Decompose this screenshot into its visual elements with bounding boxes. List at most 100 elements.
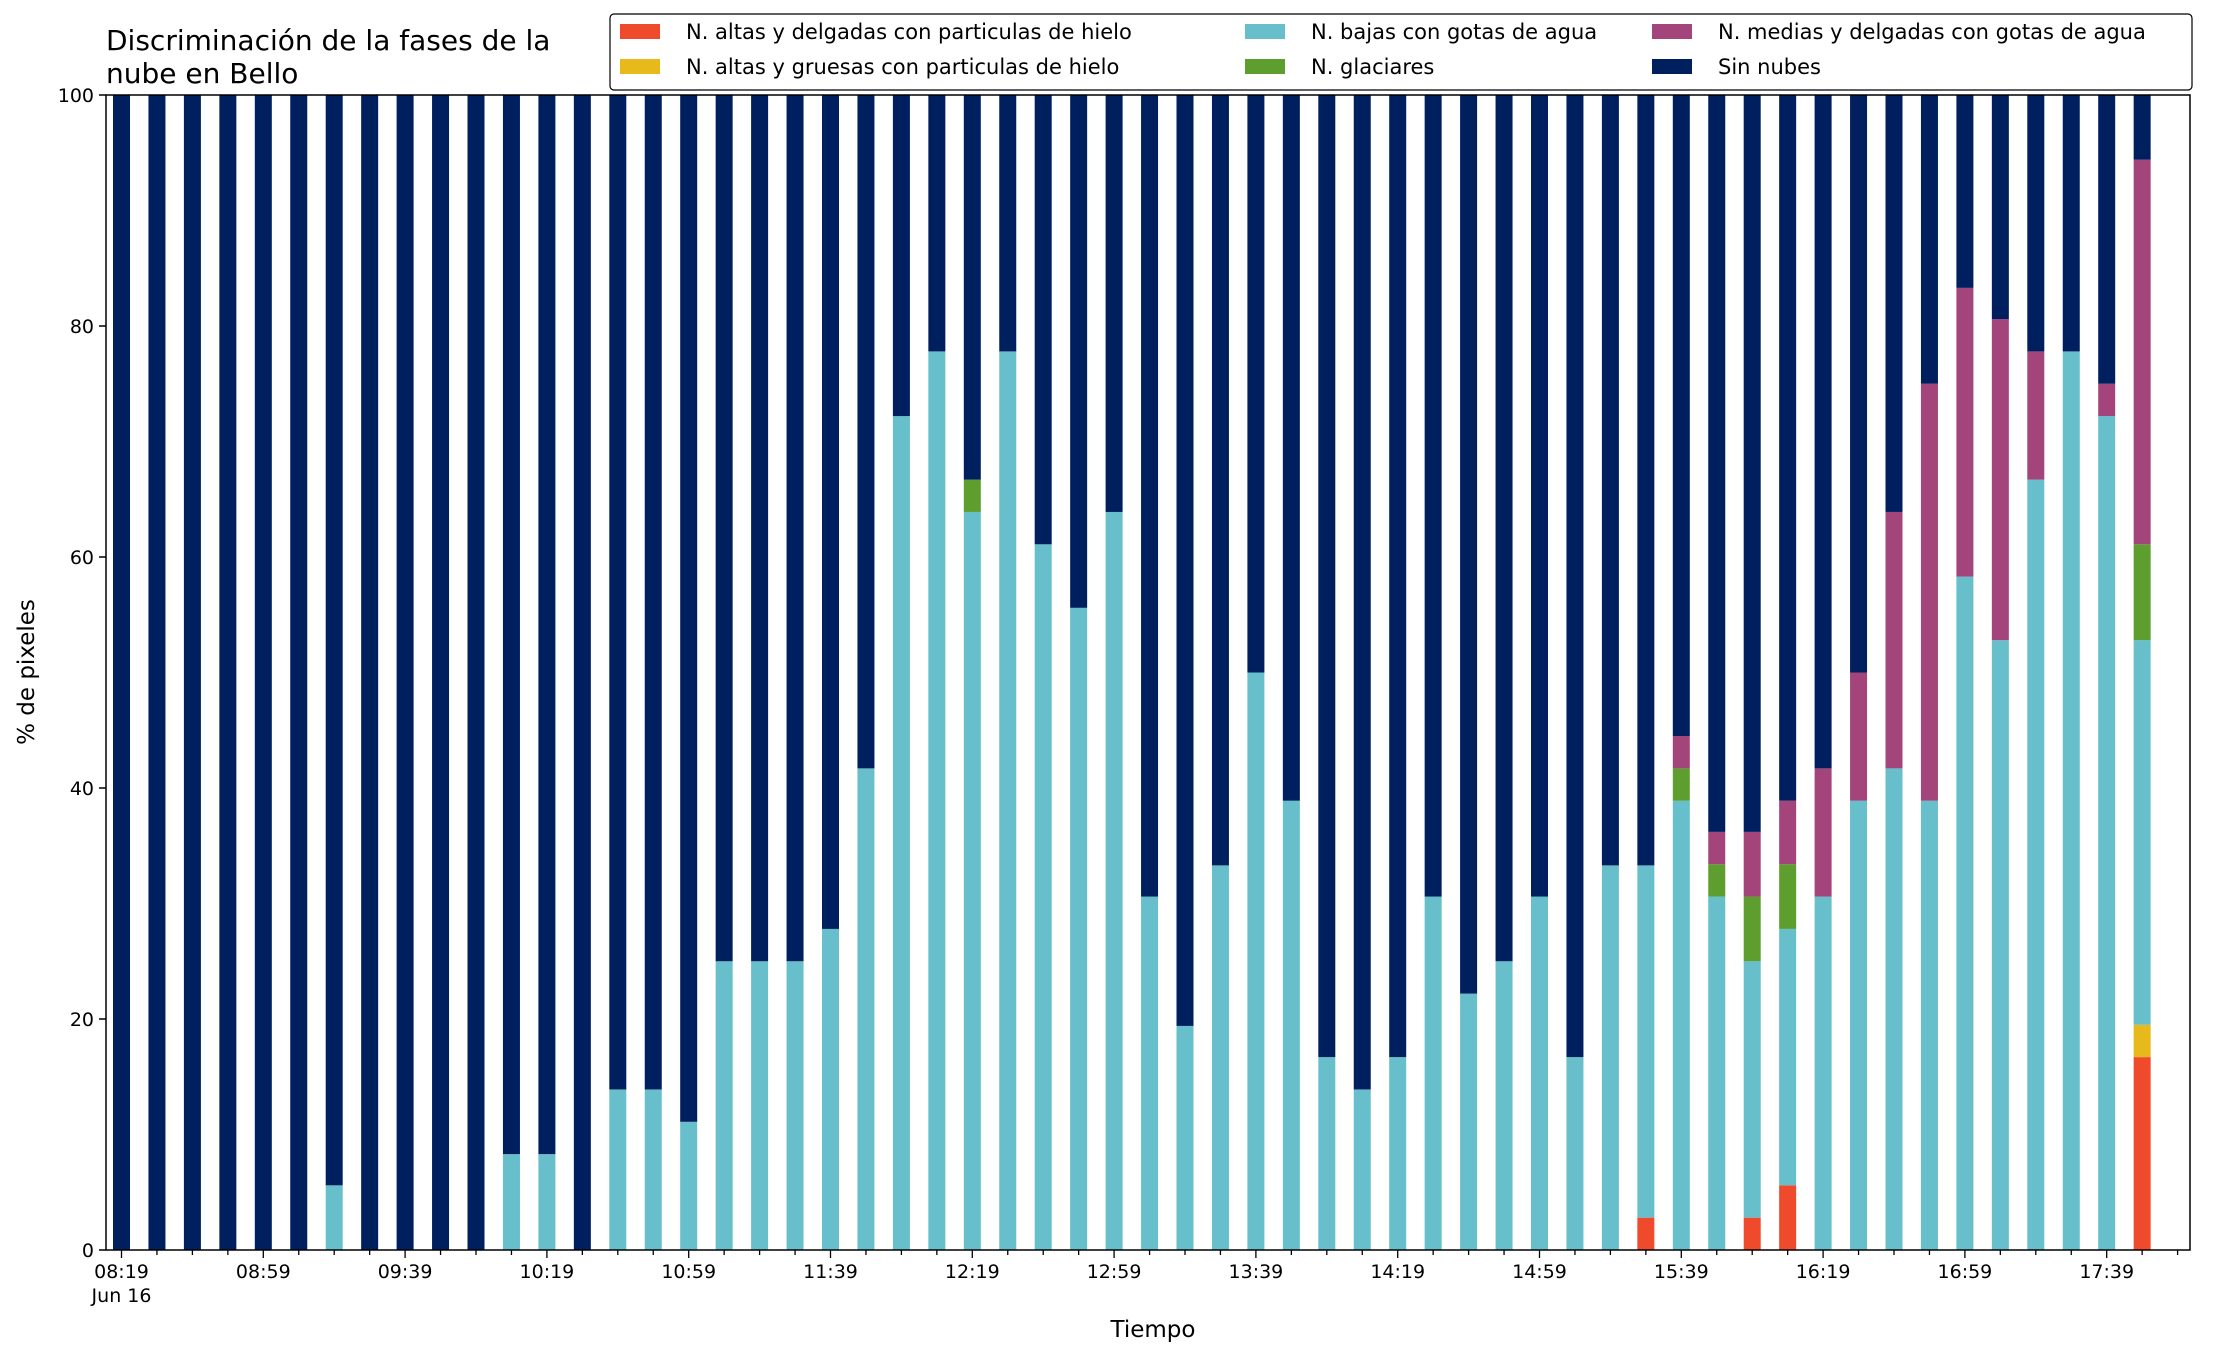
bar-segment-s2-20 — [822, 928, 839, 1250]
bar-segment-s5-44 — [1672, 95, 1690, 737]
bar-segment-s5-5 — [290, 95, 308, 1250]
bar-segment-s3-57 — [2133, 544, 2151, 641]
bar-segment-s2-43 — [1637, 865, 1655, 1218]
bar-segment-s5-56 — [2098, 95, 2116, 384]
bar-segment-s2-18 — [751, 961, 769, 1250]
bar-segment-s5-19 — [786, 95, 804, 962]
bar-segment-s5-13 — [573, 95, 591, 1250]
bar-segment-s5-22 — [892, 95, 910, 417]
bar-segment-s5-39 — [1495, 95, 1513, 962]
legend-swatch-4 — [1652, 24, 1692, 39]
bar-segment-s5-16 — [680, 95, 698, 1122]
bar-segment-s4-47 — [1779, 800, 1797, 865]
bar-segment-s3-24 — [963, 479, 981, 512]
bar-segment-s5-2 — [183, 95, 201, 1250]
bar-segment-s0-43 — [1637, 1217, 1655, 1250]
bar-segment-s2-50 — [1885, 768, 1903, 1250]
bar-segment-s2-27 — [1070, 607, 1088, 1250]
bar-segment-s5-7 — [361, 95, 379, 1250]
bar-segment-s5-37 — [1424, 95, 1442, 897]
x-tick-label-0: 08:19 — [94, 1261, 149, 1283]
bar-segment-s5-26 — [1034, 95, 1052, 545]
bar-segment-s3-45 — [1708, 864, 1726, 897]
bar-segment-s2-38 — [1460, 993, 1478, 1250]
bar-segment-s4-53 — [1991, 319, 2009, 641]
bar-segment-s2-15 — [644, 1089, 662, 1250]
bar-segment-s2-45 — [1708, 896, 1726, 1250]
bar-segment-s5-30 — [1176, 95, 1194, 1026]
bar-segment-s5-43 — [1637, 95, 1655, 866]
bar-segment-s5-53 — [1991, 95, 2009, 320]
legend-label-1: N. altas y gruesas con particulas de hie… — [686, 55, 1119, 79]
bar-segment-s5-3 — [219, 95, 237, 1250]
bar-segment-s5-35 — [1353, 95, 1371, 1090]
bar-segment-s2-25 — [999, 351, 1017, 1250]
bar-segment-s2-46 — [1743, 961, 1761, 1218]
bar-segment-s4-44 — [1672, 736, 1690, 769]
bar-segment-s3-47 — [1779, 864, 1797, 929]
bar-segment-s1-57 — [2133, 1024, 2151, 1058]
bar-segment-s2-49 — [1850, 800, 1868, 1250]
bar-segment-s5-41 — [1566, 95, 1584, 1058]
x-axis-label: Tiempo — [1110, 1317, 1196, 1343]
bar-segment-s5-31 — [1211, 95, 1229, 866]
x-tick-label-14: 17:39 — [2079, 1261, 2134, 1283]
legend-swatch-3 — [1245, 59, 1285, 74]
bar-segment-s4-51 — [1920, 383, 1938, 801]
bar-segment-s5-51 — [1920, 95, 1938, 384]
bar-segment-s4-52 — [1956, 287, 1974, 577]
bar-segment-s5-4 — [254, 95, 272, 1250]
legend-box — [609, 13, 2193, 91]
bar-segment-s5-50 — [1885, 95, 1903, 512]
legend-label-5: Sin nubes — [1718, 55, 1821, 79]
bar-segment-s5-14 — [609, 95, 627, 1090]
bar-segment-s2-54 — [2027, 479, 2045, 1250]
bar-segment-s2-37 — [1424, 896, 1442, 1250]
legend-label-3: N. glaciares — [1311, 55, 1434, 79]
x-tick-label-12: 16:19 — [1796, 1261, 1851, 1283]
bar-segment-s4-45 — [1708, 831, 1726, 865]
legend: N. altas y delgadas con particulas de hi… — [609, 13, 2193, 91]
bar-segment-s2-47 — [1779, 928, 1797, 1186]
bar-segment-s2-22 — [892, 416, 910, 1251]
bar-segment-s2-21 — [857, 768, 875, 1250]
bar-segment-s5-11 — [502, 95, 520, 1155]
bar-segment-s4-48 — [1814, 768, 1832, 897]
x-tick-label-2: 09:39 — [378, 1261, 433, 1283]
bar-segment-s3-44 — [1672, 768, 1690, 801]
bar-segment-s2-14 — [609, 1089, 627, 1250]
bar-segment-s5-32 — [1247, 95, 1265, 673]
bar-segment-s5-23 — [928, 95, 946, 352]
legend-label-4: N. medias y delgadas con gotas de agua — [1718, 20, 2146, 44]
y-tick-label-4: 80 — [70, 316, 94, 338]
bar-segment-s5-6 — [325, 95, 343, 1186]
bar-segment-s2-57 — [2133, 640, 2151, 1025]
bar-segment-s2-41 — [1566, 1057, 1584, 1250]
y-tick-label-5: 100 — [58, 85, 94, 107]
bar-segment-s2-53 — [1991, 640, 2009, 1250]
bar-segment-s2-55 — [2062, 351, 2080, 1250]
x-tick-sublabel-0: Jun 16 — [91, 1285, 152, 1307]
bar-segment-s5-8 — [396, 95, 414, 1250]
bar-segment-s2-17 — [715, 961, 733, 1250]
legend-swatch-1 — [620, 59, 660, 74]
bar-segment-s5-9 — [432, 95, 450, 1250]
bar-segment-s5-47 — [1779, 95, 1797, 801]
bar-segment-s2-26 — [1034, 544, 1052, 1250]
x-tick-label-5: 11:39 — [803, 1261, 858, 1283]
bar-segment-s2-35 — [1353, 1089, 1371, 1250]
bar-segment-s2-12 — [538, 1154, 556, 1250]
bar-segment-s2-29 — [1141, 896, 1159, 1250]
bar-segment-s5-21 — [857, 95, 875, 769]
bar-segment-s2-31 — [1211, 865, 1229, 1250]
y-tick-label-0: 0 — [82, 1240, 94, 1262]
bar-segment-s5-12 — [538, 95, 556, 1155]
bar-segment-s5-33 — [1282, 95, 1300, 801]
bar-segment-s2-24 — [963, 511, 981, 1251]
legend-swatch-5 — [1652, 59, 1692, 74]
bar-segment-s4-46 — [1743, 831, 1761, 897]
bar-segment-s0-47 — [1779, 1185, 1797, 1250]
y-tick-label-3: 60 — [70, 547, 94, 569]
